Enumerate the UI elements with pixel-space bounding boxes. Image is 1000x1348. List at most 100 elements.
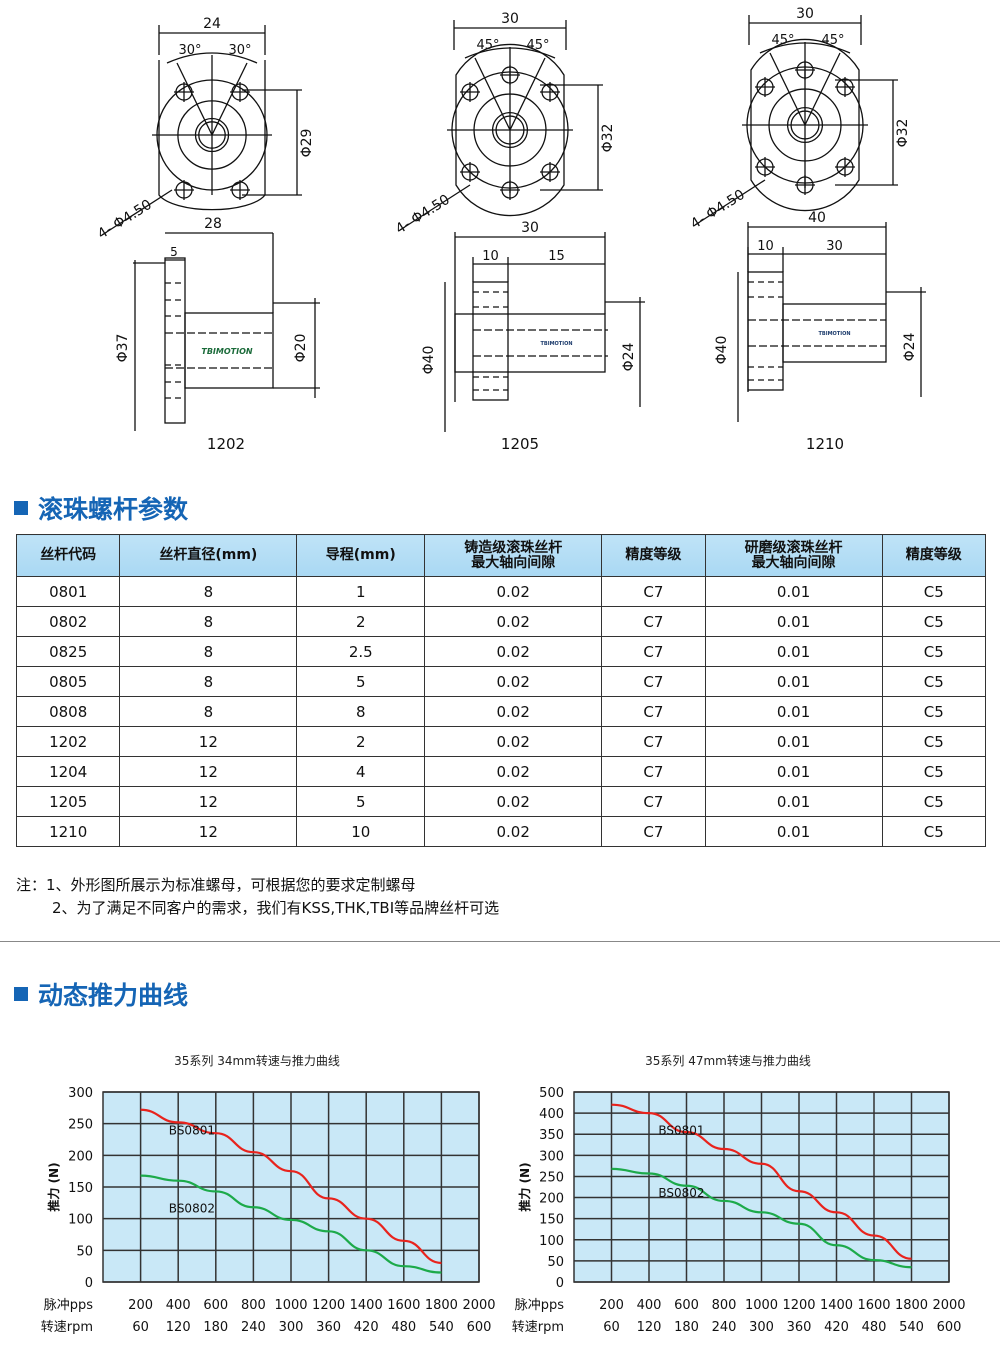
drawing-line bbox=[804, 52, 841, 126]
note-2: 2、为了满足不同客户的需求，我们有KSS,THK,TBI等品牌丝杆可选 bbox=[52, 899, 500, 917]
x-tick-label-pps: 1800 bbox=[895, 1298, 928, 1313]
flange-side bbox=[472, 281, 509, 401]
drawing-line bbox=[694, 179, 766, 226]
table-cell: 0.02 bbox=[424, 696, 603, 727]
drawing-line bbox=[769, 52, 806, 126]
y-tick-label: 300 bbox=[539, 1149, 564, 1164]
x-tick-label-rpm: 300 bbox=[749, 1320, 774, 1335]
y-tick-label: 500 bbox=[539, 1086, 564, 1101]
dimension-label: Φ32 bbox=[895, 119, 911, 148]
table-cell: C5 bbox=[881, 816, 987, 847]
table-cell: C5 bbox=[881, 696, 987, 727]
x-tick-label-pps: 400 bbox=[166, 1298, 191, 1313]
dimension-label: 30° bbox=[178, 43, 201, 58]
series-label: BS0802 bbox=[169, 1202, 215, 1216]
table-cell: C5 bbox=[881, 756, 987, 787]
table-cell: 0.02 bbox=[424, 786, 603, 817]
x-tick-label-pps: 1600 bbox=[387, 1298, 420, 1313]
table-cell: 1210 bbox=[15, 816, 121, 847]
x-tick-label-pps: 2000 bbox=[462, 1298, 495, 1313]
dimension-label: 5 bbox=[170, 245, 178, 259]
table-cell: 8 bbox=[296, 696, 426, 727]
table-cell: 0.02 bbox=[424, 636, 603, 667]
table-row: 1205 12 5 0.02 C7 0.01 C5 bbox=[15, 786, 987, 817]
tbimotion-logo: TBIMOTION bbox=[540, 341, 572, 347]
tbimotion-logo: TBIMOTION bbox=[818, 331, 850, 337]
dimension-label: Φ32 bbox=[600, 124, 616, 153]
chart-title: 35系列 47mm转速与推力曲线 bbox=[645, 1053, 811, 1068]
model-label: 1202 bbox=[207, 435, 245, 453]
y-tick-label: 0 bbox=[85, 1276, 93, 1291]
flange-side bbox=[747, 271, 784, 391]
x-axis-label-pps: 脉冲pps bbox=[44, 1298, 94, 1313]
table-cell: 0802 bbox=[15, 606, 121, 637]
drawing-line bbox=[509, 57, 546, 131]
x-tick-label-rpm: 420 bbox=[824, 1320, 849, 1335]
dimension-label: 4- Φ4.50 bbox=[688, 187, 748, 233]
y-tick-label: 350 bbox=[539, 1128, 564, 1143]
chart-1: 35系列 34mm转速与推力曲线 0 50 100 150 200 250 300 200 60 4… bbox=[41, 1053, 496, 1335]
table-cell: 5 bbox=[296, 666, 426, 697]
x-tick-label-rpm: 120 bbox=[166, 1320, 191, 1335]
table-cell: C7 bbox=[601, 786, 706, 817]
table-cell: 0.01 bbox=[704, 726, 883, 757]
dimension-label: 30 bbox=[521, 220, 539, 236]
table-cell: C7 bbox=[601, 756, 706, 787]
table-cell: 5 bbox=[296, 786, 426, 817]
x-tick-label-rpm: 480 bbox=[391, 1320, 416, 1335]
x-tick-label-pps: 1400 bbox=[350, 1298, 383, 1313]
dimension-label: Φ29 bbox=[299, 129, 315, 158]
x-axis-label-rpm: 转速rpm bbox=[41, 1320, 93, 1335]
dimension-label: 30 bbox=[826, 239, 843, 254]
y-tick-label: 200 bbox=[539, 1192, 564, 1207]
model-label: 1205 bbox=[501, 435, 539, 453]
x-tick-label-rpm: 180 bbox=[674, 1320, 699, 1335]
table-cell: 0.02 bbox=[424, 816, 603, 847]
model-label: 1210 bbox=[806, 435, 844, 453]
table-row: 1202 12 2 0.02 C7 0.01 C5 bbox=[15, 726, 987, 757]
x-tick-label-rpm: 540 bbox=[429, 1320, 454, 1335]
table-cell: 1205 bbox=[15, 786, 121, 817]
x-tick-label-rpm: 240 bbox=[241, 1320, 266, 1335]
drawing-line bbox=[101, 189, 173, 236]
x-tick-label-rpm: 240 bbox=[712, 1320, 737, 1335]
note-1: 注：1、外形图所展示为标准螺母，可根据您的要求定制螺母 bbox=[16, 876, 416, 894]
dimension-label: 4- Φ4.50 bbox=[393, 192, 453, 238]
x-tick-label-rpm: 60 bbox=[132, 1320, 149, 1335]
dimension-label: 4- Φ4.50 bbox=[95, 197, 155, 243]
series-label: BS0801 bbox=[658, 1124, 704, 1138]
drawing-line bbox=[474, 57, 511, 131]
x-tick-label-rpm: 600 bbox=[467, 1320, 492, 1335]
table-cell: C5 bbox=[881, 666, 987, 697]
flange-outline bbox=[750, 38, 860, 212]
table-row: 1210 12 10 0.02 C7 0.01 C5 bbox=[15, 816, 987, 847]
table-cell: 8 bbox=[119, 666, 298, 697]
square-bullet-icon bbox=[14, 501, 28, 515]
y-tick-label: 100 bbox=[539, 1234, 564, 1249]
x-tick-label-pps: 200 bbox=[599, 1298, 624, 1313]
section-title-text: 滚珠螺杆参数 bbox=[38, 495, 189, 524]
table-cell: 0.01 bbox=[704, 636, 883, 667]
table-cell: 12 bbox=[119, 786, 298, 817]
y-tick-label: 400 bbox=[539, 1107, 564, 1122]
dimension-label: 30° bbox=[228, 43, 251, 58]
x-tick-label-pps: 1200 bbox=[782, 1298, 815, 1313]
table-cell: C5 bbox=[881, 636, 987, 667]
x-tick-label-rpm: 360 bbox=[316, 1320, 341, 1335]
table-cell: 0.01 bbox=[704, 666, 883, 697]
drawing-line bbox=[399, 184, 471, 231]
table-cell: 1 bbox=[296, 576, 426, 607]
dimension-label: 28 bbox=[204, 216, 222, 232]
table-cell: 8 bbox=[119, 636, 298, 667]
drawing-line bbox=[176, 62, 213, 136]
column-header: 精度等级 bbox=[881, 534, 987, 577]
angle-arc bbox=[464, 47, 556, 59]
table-cell: 2 bbox=[296, 726, 426, 757]
x-tick-label-pps: 200 bbox=[128, 1298, 153, 1313]
chart-title: 35系列 34mm转速与推力曲线 bbox=[174, 1053, 340, 1068]
section-title-ballscrew-params: 滚珠螺杆参数 bbox=[14, 490, 188, 526]
table-row: 1204 12 4 0.02 C7 0.01 C5 bbox=[15, 756, 987, 787]
table-cell: C5 bbox=[881, 576, 987, 607]
